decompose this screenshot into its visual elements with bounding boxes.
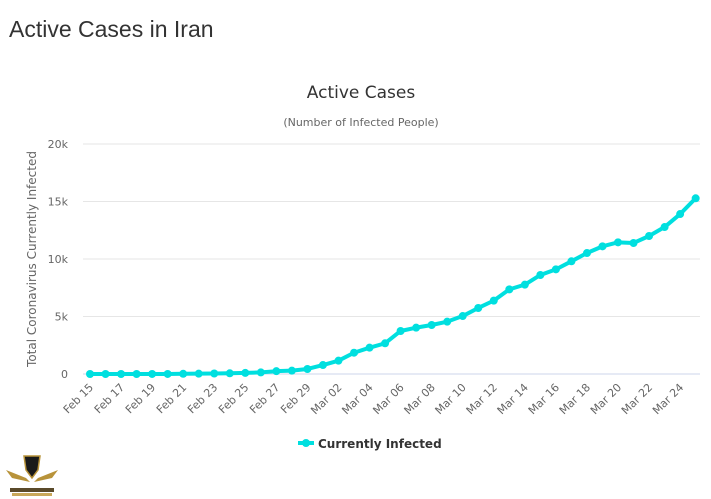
data-point — [443, 317, 452, 326]
x-tick-label: Mar 12 — [464, 381, 500, 417]
data-point — [629, 239, 638, 248]
data-point — [458, 312, 467, 321]
data-point — [334, 356, 343, 365]
data-point — [427, 321, 436, 330]
data-point — [676, 210, 685, 219]
y-tick-label: 0 — [61, 368, 68, 381]
x-tick-label: Mar 02 — [308, 381, 344, 417]
x-tick-label: Feb 21 — [154, 381, 189, 416]
data-point — [396, 326, 405, 335]
data-point — [101, 370, 110, 378]
x-tick-label: Mar 10 — [433, 381, 469, 417]
x-tick-label: Mar 14 — [495, 381, 531, 417]
x-tick-label: Mar 06 — [370, 381, 406, 417]
x-tick-label: Mar 18 — [557, 381, 593, 417]
data-point — [225, 369, 234, 378]
data-point — [536, 270, 545, 279]
data-point — [132, 370, 141, 378]
x-tick-label: Mar 22 — [619, 381, 655, 417]
x-tick-label: Feb 25 — [216, 381, 251, 416]
page-title: Active Cases in Iran — [9, 16, 214, 42]
x-tick-label: Feb 17 — [92, 381, 127, 416]
chart-title: Active Cases — [307, 83, 416, 103]
data-point — [287, 366, 296, 375]
x-tick-label: Feb 27 — [247, 381, 282, 416]
legend-label[interactable]: Currently Infected — [318, 437, 442, 451]
x-tick-label: Feb 15 — [61, 381, 96, 416]
data-point — [489, 296, 498, 305]
legend[interactable]: Currently Infected — [298, 437, 442, 451]
data-point — [582, 249, 591, 258]
y-tick-label: 15k — [48, 196, 69, 209]
data-point — [691, 194, 700, 203]
chart-subtitle: (Number of Infected People) — [283, 116, 438, 129]
data-point — [474, 303, 483, 312]
x-tick-label: Feb 23 — [185, 381, 220, 416]
data-point — [303, 364, 312, 373]
data-point — [614, 238, 623, 247]
x-tick-label: Mar 24 — [650, 381, 686, 417]
data-point — [660, 223, 669, 232]
data-point — [551, 265, 560, 274]
x-tick-label: Mar 08 — [402, 381, 438, 417]
data-point — [505, 285, 514, 294]
data-point — [117, 370, 126, 378]
x-tick-label: Mar 04 — [339, 381, 375, 417]
arab-defense-forum-logo — [6, 455, 58, 496]
data-point — [210, 369, 219, 378]
y-axis-label: Total Coronavirus Currently Infected — [25, 151, 39, 368]
data-point — [256, 368, 265, 377]
y-tick-label: 10k — [48, 253, 69, 266]
data-point — [194, 369, 203, 378]
x-tick-label: Mar 20 — [588, 381, 624, 417]
data-point — [365, 343, 374, 352]
legend-dot-marker — [302, 439, 310, 447]
data-point — [412, 323, 421, 332]
data-point — [645, 232, 654, 240]
x-tick-label: Feb 29 — [278, 381, 313, 416]
y-tick-label: 20k — [48, 138, 69, 151]
series-line — [88, 196, 698, 376]
data-point — [148, 369, 157, 378]
data-point — [86, 370, 94, 378]
data-point — [598, 242, 607, 251]
x-tick-label: Mar 16 — [526, 381, 562, 417]
data-point — [381, 339, 390, 348]
data-point — [520, 280, 529, 289]
y-tick-label: 5k — [55, 311, 69, 324]
data-point — [163, 369, 172, 378]
data-point — [272, 367, 281, 376]
data-point — [350, 348, 359, 357]
data-point — [179, 369, 188, 378]
data-point — [567, 257, 576, 266]
x-tick-label: Feb 19 — [123, 381, 158, 416]
data-point — [241, 368, 250, 377]
data-point — [318, 361, 327, 370]
